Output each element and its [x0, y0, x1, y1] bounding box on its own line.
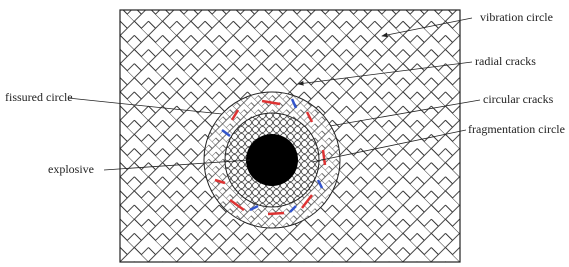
label: vibration circle	[480, 10, 553, 24]
label: explosive	[48, 162, 94, 176]
label: fragmentation circle	[468, 122, 565, 136]
label: circular cracks	[483, 92, 554, 106]
label: radial cracks	[475, 54, 536, 68]
label: fissured circle	[5, 90, 73, 104]
diagram: vibration circle radial cracks fissured …	[0, 0, 569, 267]
explosive-charge	[246, 134, 298, 186]
